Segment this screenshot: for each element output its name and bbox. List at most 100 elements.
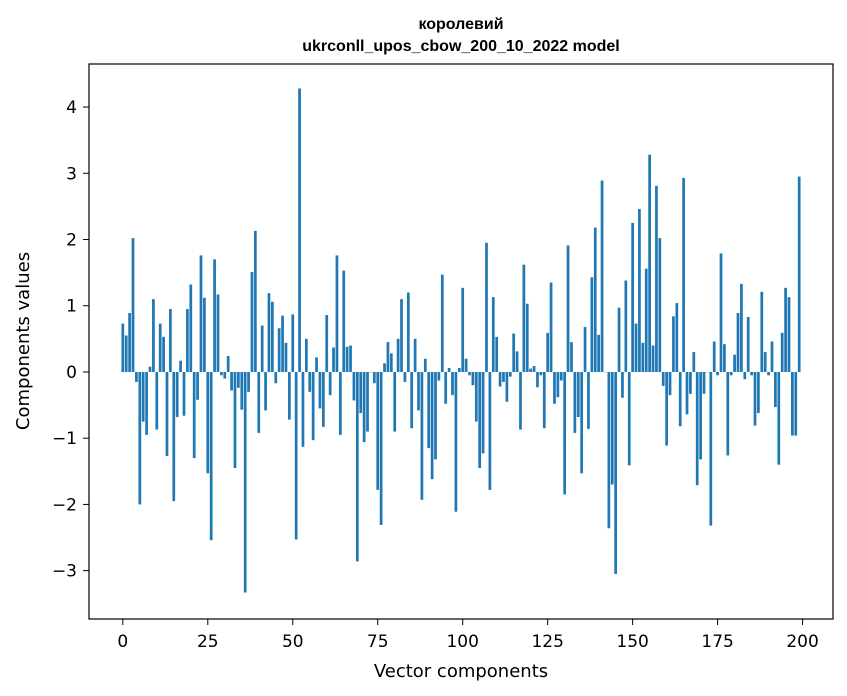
bar	[665, 371, 668, 446]
bar	[379, 371, 383, 525]
bar	[505, 371, 509, 402]
bar	[532, 366, 536, 372]
bar	[556, 371, 560, 398]
x-tick-label: 50	[282, 632, 304, 652]
bar	[230, 371, 233, 391]
bar	[655, 185, 658, 372]
bar	[457, 367, 461, 372]
bar	[542, 371, 546, 429]
bar	[580, 371, 584, 474]
bar	[254, 230, 257, 372]
bar	[631, 222, 634, 372]
bar	[723, 344, 726, 372]
y-tick-label: −3	[52, 562, 77, 582]
x-tick-label: 175	[701, 632, 733, 652]
bar	[267, 293, 271, 372]
bar	[593, 227, 597, 372]
bar	[308, 371, 312, 392]
bar	[729, 371, 733, 376]
bar	[260, 325, 264, 372]
bar	[141, 371, 145, 422]
bar	[223, 371, 227, 379]
bar	[325, 315, 329, 372]
bar	[335, 255, 339, 372]
bar	[220, 371, 223, 376]
bar	[291, 314, 295, 372]
bar	[634, 323, 638, 372]
bar	[617, 307, 621, 372]
bar	[712, 341, 716, 372]
bar	[468, 371, 471, 376]
bar	[610, 371, 614, 485]
bar	[318, 371, 322, 409]
bar	[396, 338, 400, 372]
bar	[345, 346, 349, 372]
bar	[383, 363, 386, 372]
bar	[454, 371, 458, 512]
bar	[128, 313, 131, 372]
x-tick-label: 0	[117, 632, 128, 652]
bar	[124, 335, 128, 372]
bar	[158, 323, 162, 372]
x-axis-label: Vector components	[374, 661, 548, 682]
bar	[570, 342, 573, 372]
bar	[304, 338, 308, 372]
bar	[359, 371, 363, 414]
bar	[376, 371, 380, 490]
bar	[661, 371, 665, 386]
bar	[743, 371, 747, 380]
bar	[206, 371, 210, 474]
bar	[162, 336, 165, 372]
bar	[209, 371, 213, 541]
bar	[515, 351, 519, 372]
x-tick-label: 150	[616, 632, 648, 652]
bar	[638, 209, 641, 372]
bar	[689, 371, 692, 394]
bar	[692, 352, 696, 372]
bar	[196, 371, 199, 400]
bar	[338, 371, 342, 435]
bar	[702, 371, 706, 394]
bar	[264, 371, 267, 411]
bar	[539, 371, 543, 376]
bar	[614, 371, 618, 574]
bar	[281, 315, 284, 372]
bar	[498, 371, 502, 387]
bar	[709, 371, 713, 526]
bar	[226, 356, 230, 372]
bar	[770, 341, 774, 372]
bar	[199, 255, 203, 372]
bar	[590, 277, 594, 372]
bar	[488, 371, 492, 490]
bar	[682, 177, 685, 372]
bar	[719, 253, 723, 372]
bar	[485, 242, 488, 372]
bar	[478, 371, 482, 468]
bar	[607, 371, 611, 529]
bar	[525, 303, 529, 372]
y-tick-label: 3	[66, 164, 77, 184]
bar	[366, 371, 369, 432]
bar	[736, 313, 740, 372]
y-tick-label: 2	[66, 231, 77, 251]
bar	[757, 371, 760, 414]
bar	[294, 371, 298, 540]
bar	[298, 88, 301, 372]
bar	[733, 354, 736, 372]
bar	[440, 274, 444, 372]
bar	[121, 323, 125, 372]
bar	[406, 292, 410, 372]
bar	[274, 371, 278, 384]
bar	[233, 371, 237, 468]
x-tick-label: 25	[197, 632, 219, 652]
bar	[138, 371, 142, 505]
bar	[301, 371, 305, 447]
bars-group	[121, 88, 801, 593]
bar	[495, 336, 499, 372]
bar	[284, 342, 288, 372]
bar	[145, 371, 148, 435]
bar	[179, 360, 182, 372]
bar	[186, 309, 189, 372]
bar	[685, 371, 689, 415]
y-tick-label: 4	[66, 98, 77, 118]
